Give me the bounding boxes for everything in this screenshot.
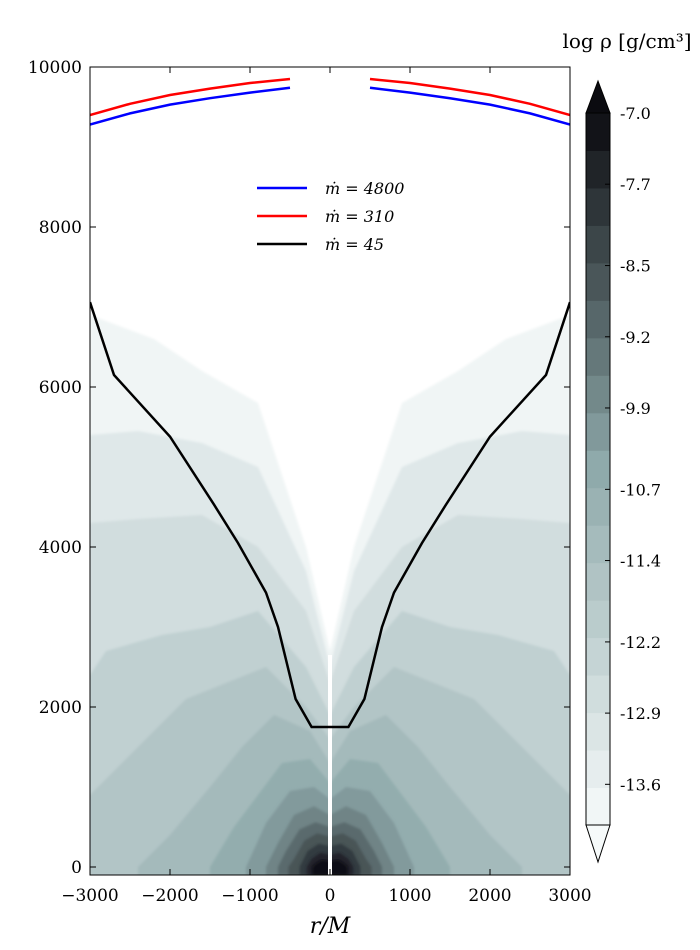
x-tick-label: −3000 bbox=[61, 886, 119, 906]
legend-entry: ṁ = 45 bbox=[325, 235, 384, 254]
colorbar-level bbox=[586, 562, 610, 601]
colorbar-level bbox=[586, 187, 610, 226]
x-tick-label: −1000 bbox=[221, 886, 279, 906]
colorbar-level bbox=[586, 412, 610, 451]
colorbar: -7.0 -7.7 -8.5 -9.2 -9.9 -10.7 -11.4 -12.2 -12.9… bbox=[585, 79, 661, 864]
series-line bbox=[90, 77, 291, 117]
colorbar-level bbox=[586, 113, 610, 151]
legend-entry: ṁ = 310 bbox=[325, 207, 394, 226]
colorbar-extend-max bbox=[585, 79, 611, 114]
legend-entry: ṁ = 4800 bbox=[325, 179, 404, 198]
x-tick-label: 1000 bbox=[388, 886, 431, 906]
x-tick-label: −2000 bbox=[141, 886, 199, 906]
series-line bbox=[369, 86, 570, 126]
legend: ṁ = 4800 ṁ = 310 ṁ = 45 bbox=[257, 179, 404, 254]
y-tick-label: 2000 bbox=[39, 698, 82, 718]
colorbar-level bbox=[586, 600, 610, 639]
series-line bbox=[90, 86, 291, 126]
y-tick-label: 10000 bbox=[28, 58, 82, 78]
colorbar-extend-min bbox=[585, 824, 611, 864]
y-axis-ticks: 0 2000 4000 6000 8000 10000 bbox=[28, 58, 570, 878]
colorbar-frame bbox=[585, 112, 611, 826]
colorbar-level bbox=[586, 300, 610, 339]
colorbar-level bbox=[586, 787, 610, 826]
colorbar-tick-label: -10.7 bbox=[620, 480, 661, 499]
curves-layer bbox=[90, 77, 570, 729]
colorbar-level bbox=[586, 712, 610, 751]
colorbar-tick-label: -11.4 bbox=[620, 552, 661, 571]
colorbar-tick-label: -9.9 bbox=[620, 399, 651, 418]
x-axis-label: r/M bbox=[310, 914, 351, 939]
series-line bbox=[369, 77, 570, 117]
colorbar-level bbox=[586, 525, 610, 564]
colorbar-level bbox=[586, 487, 610, 526]
x-axis-ticks: −3000 −2000 −1000 0 1000 2000 3000 bbox=[61, 67, 592, 906]
colorbar-tick-label: -9.2 bbox=[620, 328, 651, 347]
series-line bbox=[90, 301, 570, 729]
colorbar-tick-label: -12.2 bbox=[620, 633, 661, 652]
y-tick-label: 6000 bbox=[39, 378, 82, 398]
colorbar-tick-label: -7.7 bbox=[620, 175, 651, 194]
colorbar-label: log ρ [g/cm³] bbox=[562, 29, 691, 53]
x-tick-label: 0 bbox=[325, 886, 336, 906]
colorbar-level bbox=[586, 750, 610, 789]
colorbar-level bbox=[586, 675, 610, 714]
colorbar-tick-label: -12.9 bbox=[620, 704, 661, 723]
density-contour-field bbox=[90, 315, 570, 875]
colorbar-tick-label: -13.6 bbox=[620, 775, 661, 794]
colorbar-level bbox=[586, 337, 610, 376]
colorbar-level bbox=[586, 375, 610, 414]
axis-funnel bbox=[328, 655, 332, 875]
y-tick-label: 0 bbox=[71, 858, 82, 878]
colorbar-level bbox=[586, 225, 610, 264]
colorbar-level bbox=[586, 637, 610, 676]
y-tick-label: 8000 bbox=[39, 218, 82, 238]
colorbar-tick-label: -7.0 bbox=[620, 104, 651, 123]
colorbar-level bbox=[586, 450, 610, 489]
x-tick-label: 3000 bbox=[548, 886, 591, 906]
colorbar-tick-label: -8.5 bbox=[620, 257, 651, 276]
colorbar-level bbox=[586, 150, 610, 189]
y-tick-label: 4000 bbox=[39, 538, 82, 558]
x-tick-label: 2000 bbox=[468, 886, 511, 906]
colorbar-level bbox=[586, 262, 610, 301]
